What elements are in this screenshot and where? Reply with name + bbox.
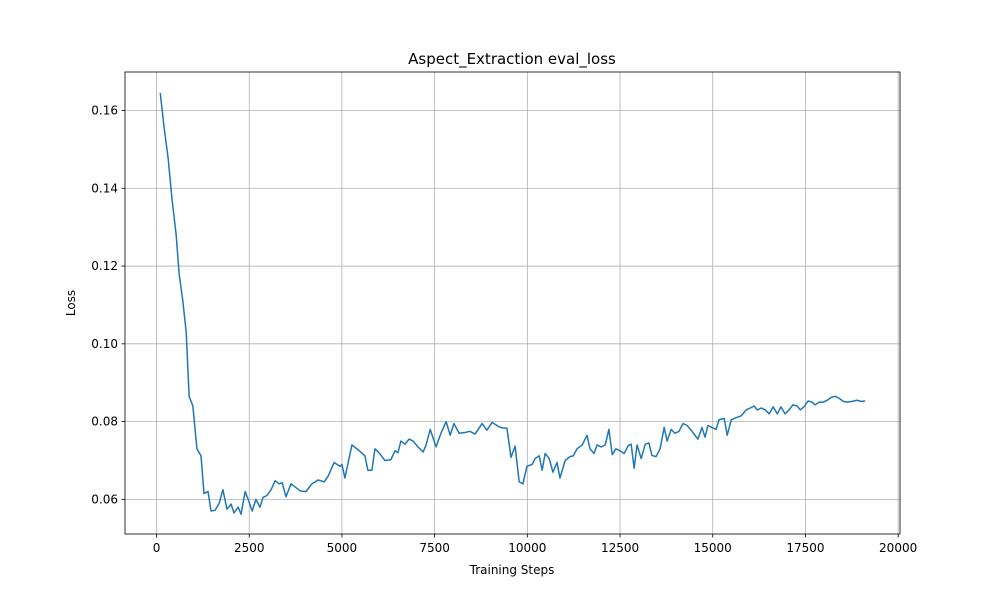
- x-tick-label: 15000: [694, 541, 732, 555]
- x-tick-label: 0: [153, 541, 161, 555]
- x-axis-label: Training Steps: [469, 563, 555, 577]
- x-tick-label: 17500: [786, 541, 824, 555]
- y-tick-label: 0.12: [91, 259, 118, 273]
- y-tick-label: 0.06: [91, 492, 118, 506]
- x-tick-label: 5000: [327, 541, 358, 555]
- x-tick-label: 12500: [601, 541, 639, 555]
- x-tick-label: 20000: [879, 541, 917, 555]
- y-tick-label: 0.14: [91, 181, 118, 195]
- x-tick-label: 10000: [508, 541, 546, 555]
- x-tick-label: 2500: [234, 541, 265, 555]
- plot-frame: [124, 71, 901, 535]
- line-series: [159, 92, 866, 515]
- chart-title: Aspect_Extraction eval_loss: [408, 50, 616, 69]
- y-tick-label: 0.16: [91, 104, 118, 118]
- y-tick-label: 0.08: [91, 415, 118, 429]
- x-tick-label: 7500: [419, 541, 450, 555]
- y-tick-label: 0.10: [91, 337, 118, 351]
- y-axis-label: Loss: [64, 290, 78, 316]
